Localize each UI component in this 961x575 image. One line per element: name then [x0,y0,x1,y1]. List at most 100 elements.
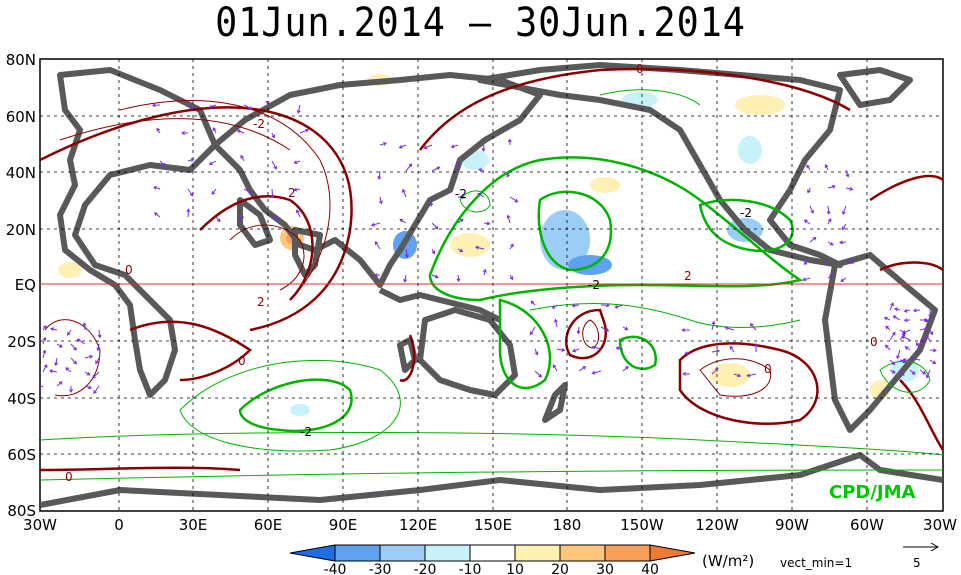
wind-vector [884,317,891,321]
contour-label: 2 [288,186,296,200]
wind-vector-head [236,129,241,134]
wind-vector [299,129,309,134]
positive-contours [40,67,943,472]
longitude-labels: 30W 0 30E 60E 90E 120E 150E 180 150W 120… [23,516,957,534]
contour-label: 0 [65,470,73,484]
graticule [40,59,943,511]
wind-vector [911,357,921,361]
wind-vector [215,216,221,222]
wind-vector [243,104,252,110]
wind-vector-head [153,212,158,216]
wind-vector-head [408,163,413,168]
wind-vector [402,189,407,198]
wind-vector-head [240,154,244,159]
wind-vector-head [189,105,194,110]
wind-vector [622,366,629,372]
wind-vector [889,332,896,341]
lat-label: 40S [7,390,36,408]
legend-swatch [604,544,651,562]
wind-vector [507,215,511,224]
wind-vector [405,248,408,258]
reference-vector-arrow [903,542,940,552]
wind-vector-head [436,166,441,171]
positive-anomaly-patch [735,95,785,115]
wind-vector-head [423,145,428,150]
wind-vector-head [181,131,185,136]
wind-vector-head [54,362,59,367]
wind-vector-head [73,346,77,351]
lat-label: 80S [7,502,36,520]
wind-vector-head [746,373,751,378]
wind-vector [506,170,511,177]
wind-vector [50,328,58,331]
wind-vector-head [812,236,817,241]
wind-vector [725,327,735,331]
map-title: 01Jun.2014 – 30Jun.2014 [215,0,746,46]
wind-vector [733,373,741,377]
wind-vector [211,188,217,195]
wind-vector [243,188,252,194]
wind-vector-head [538,373,542,378]
negative-contours [40,89,943,481]
wind-vector [475,246,485,250]
wind-vector-head [208,104,213,109]
vector-min-label: vect_min=1 [780,556,853,570]
wind-vector-head [552,364,557,369]
lon-label: 30W [23,516,57,534]
wind-vector-head [248,190,253,194]
wind-vectors [21,100,937,395]
wind-vector-head [901,358,906,363]
wind-vector-head [912,308,917,313]
wind-vector-head [474,245,479,250]
wind-vector-head [69,389,74,393]
wind-vector-head [925,326,930,331]
wind-vector-head [296,109,301,114]
wind-vector-head [896,355,900,360]
wind-vector [577,326,580,334]
wind-vector-head [925,374,930,379]
wind-vector-head [431,250,436,255]
wind-vector-head [911,371,916,375]
contour-label: 0 [125,263,133,277]
wind-vector-head [928,314,933,319]
wind-vector-head [293,187,298,192]
wind-vector-head [265,100,270,105]
wind-vector-head [305,128,310,133]
positive-anomaly-patch [58,262,82,278]
wind-vector-head [456,278,461,283]
wind-vector [913,309,921,312]
wind-vector-head [802,277,807,282]
wind-vector [93,385,100,394]
legend-swatch [514,544,561,562]
wind-vector [21,386,29,389]
wind-vector-head [383,141,387,146]
wind-vector-head [849,187,854,191]
legend-label: 20 [551,562,569,575]
negative-anomaly-patch [540,210,590,270]
legend-label: -30 [369,562,392,575]
wind-vector-head [82,322,87,327]
wind-vector [592,346,602,350]
wind-vector-head [714,368,719,372]
lat-label: 20N [6,221,36,239]
wind-vector-head [89,354,94,359]
wind-vector [404,274,407,282]
map-frame [39,58,944,512]
contour-label: -2 [253,117,265,131]
lon-label: 30W [923,516,957,534]
wind-vector [615,304,624,308]
wind-vector-head [450,144,455,149]
wind-vector [375,241,381,250]
wind-vector-head [754,342,758,347]
wind-vector [482,144,485,151]
wind-vector [616,347,624,350]
wind-vector [209,160,217,165]
wind-vector [901,335,911,341]
wind-vector-head [572,348,576,353]
wind-vector [842,205,847,215]
wind-vector [379,196,382,204]
lat-label: 40N [6,164,36,182]
contour-label: 0 [870,335,878,349]
wind-vector [237,129,245,134]
wind-vector-head [682,371,687,376]
